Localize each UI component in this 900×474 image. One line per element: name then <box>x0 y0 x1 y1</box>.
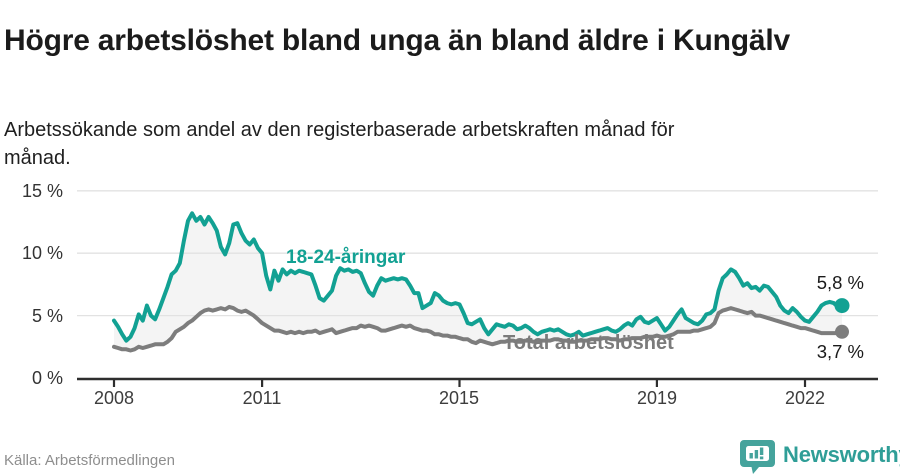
y-axis-label-15: 15 % <box>21 181 63 201</box>
end-value-young: 5,8 % <box>816 272 864 293</box>
band-fill <box>114 213 842 351</box>
x-axis-label-2011: 2011 <box>242 388 282 408</box>
x-axis-label-2015: 2015 <box>438 388 480 408</box>
line-young <box>112 211 844 343</box>
source-note: Källa: Arbetsförmedlingen <box>4 452 175 469</box>
end-value-total: 3,7 % <box>816 341 864 362</box>
x-axis-label-2008: 2008 <box>93 388 135 408</box>
page-subtitle: Arbetssökande som andel av den registerb… <box>4 119 675 169</box>
y-axis-label-5: 5 % <box>31 306 63 326</box>
series-label-young: 18-24-åringar <box>286 247 406 268</box>
x-axis-label-2022: 2022 <box>784 388 826 408</box>
y-axis-label-10: 10 % <box>21 243 63 263</box>
brand-logo: Newsworthy <box>739 436 900 474</box>
brand-name: Newsworthy <box>783 442 900 467</box>
page-title: Högre arbetslöshet bland unga än bland ä… <box>4 24 790 58</box>
end-dot-young <box>834 298 850 314</box>
series-label-total: Total arbetslöshet <box>503 332 674 354</box>
newsworthy-badge-icon <box>740 439 775 474</box>
end-dot-total <box>835 324 849 339</box>
line-total <box>112 304 844 353</box>
x-axis-label-2019: 2019 <box>636 388 678 408</box>
y-axis-label-0: 0 % <box>31 368 63 388</box>
